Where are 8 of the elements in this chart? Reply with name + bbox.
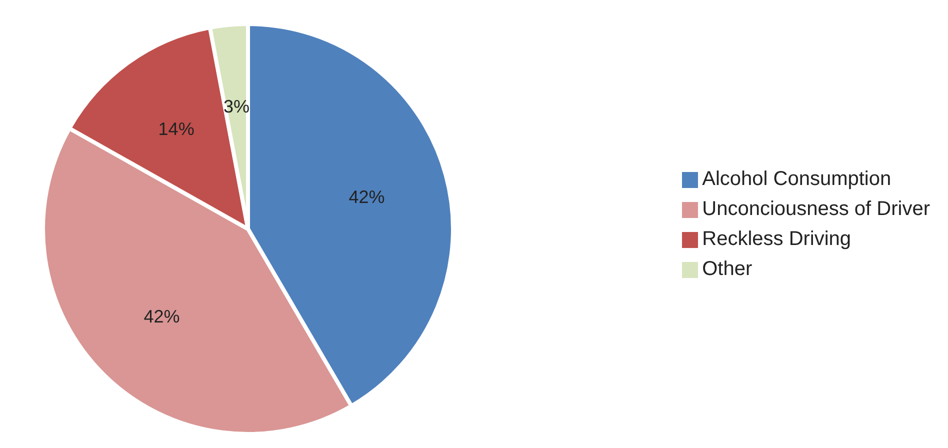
data-label: 14% — [158, 119, 194, 140]
data-label: 42% — [144, 306, 180, 327]
legend-label: Other — [702, 258, 752, 280]
legend-label: Reckless Driving — [702, 228, 852, 250]
data-label: 3% — [224, 96, 250, 117]
data-label: 42% — [348, 186, 385, 207]
legend-label: Unconciousness of Driver — [702, 198, 930, 220]
legend-label: Alcohol Consumption — [702, 168, 892, 190]
